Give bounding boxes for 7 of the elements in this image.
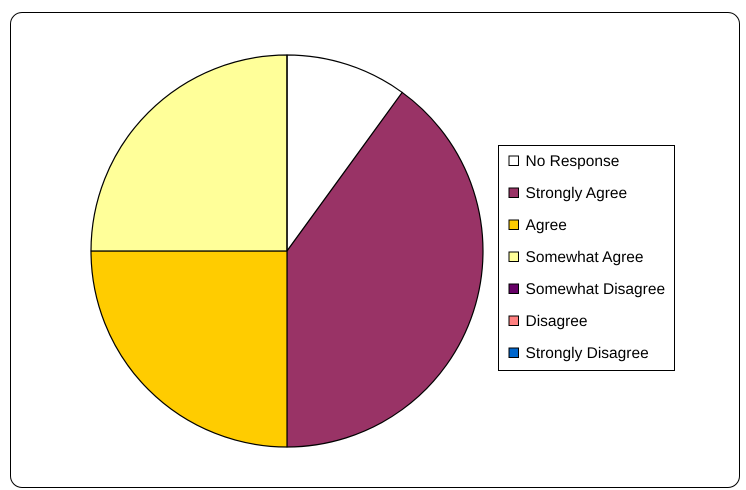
legend-label: Somewhat Agree xyxy=(526,248,644,266)
legend-label: Strongly Agree xyxy=(526,184,628,202)
legend-label: Agree xyxy=(526,216,567,234)
legend-label: Strongly Disagree xyxy=(526,344,649,362)
legend-label: Disagree xyxy=(526,312,588,330)
legend-label: Somewhat Disagree xyxy=(526,280,666,298)
legend-label: No Response xyxy=(526,152,620,170)
